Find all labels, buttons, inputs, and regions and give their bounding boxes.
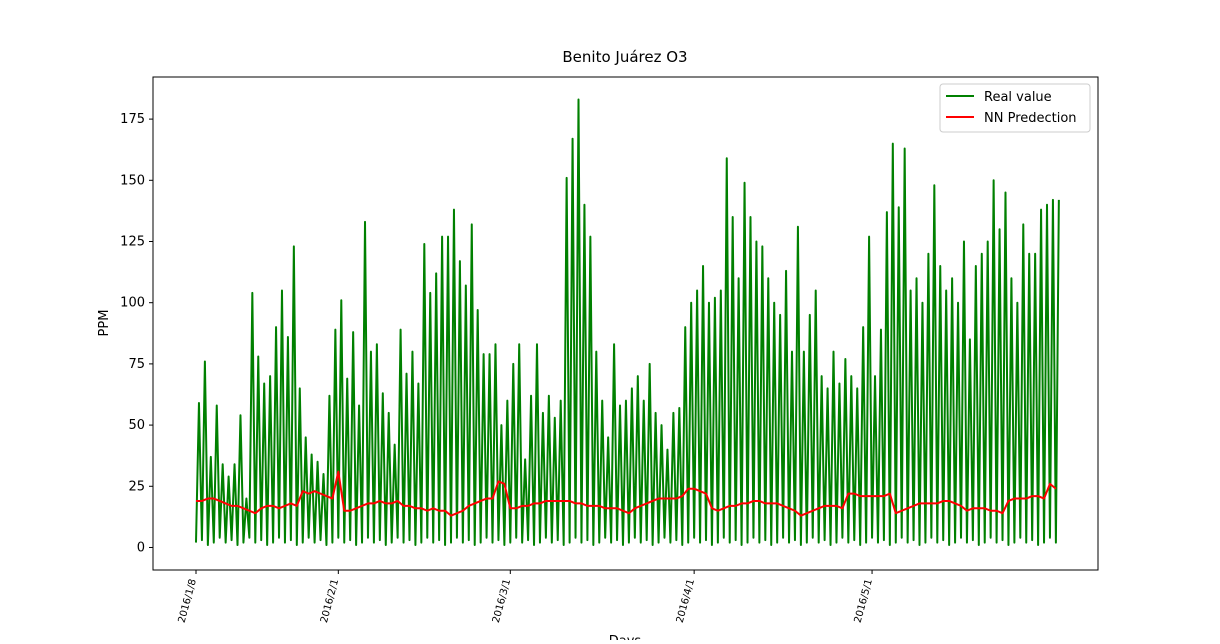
legend-label: Real value bbox=[984, 90, 1052, 105]
y-tick-label: 50 bbox=[128, 418, 145, 433]
y-tick-label: 150 bbox=[120, 173, 145, 188]
legend-label: NN Predection bbox=[984, 111, 1077, 126]
y-tick-label: 175 bbox=[120, 112, 145, 127]
legend: Real value NN Predection bbox=[939, 83, 1091, 133]
chart-title: Benito Juárez O3 bbox=[562, 48, 687, 66]
y-tick-label: 100 bbox=[120, 296, 145, 311]
y-tick-label: 125 bbox=[120, 234, 145, 249]
x-axis-label: Days bbox=[609, 634, 642, 640]
y-axis-label: PPM bbox=[97, 310, 112, 337]
y-tick-label: 75 bbox=[128, 357, 145, 372]
y-tick-label: 25 bbox=[128, 479, 145, 494]
data-line bbox=[194, 98, 1060, 547]
data-line bbox=[195, 470, 1057, 517]
legend-box bbox=[939, 83, 1091, 133]
y-tick-label: 0 bbox=[137, 540, 145, 555]
plot-frame bbox=[152, 76, 1099, 571]
